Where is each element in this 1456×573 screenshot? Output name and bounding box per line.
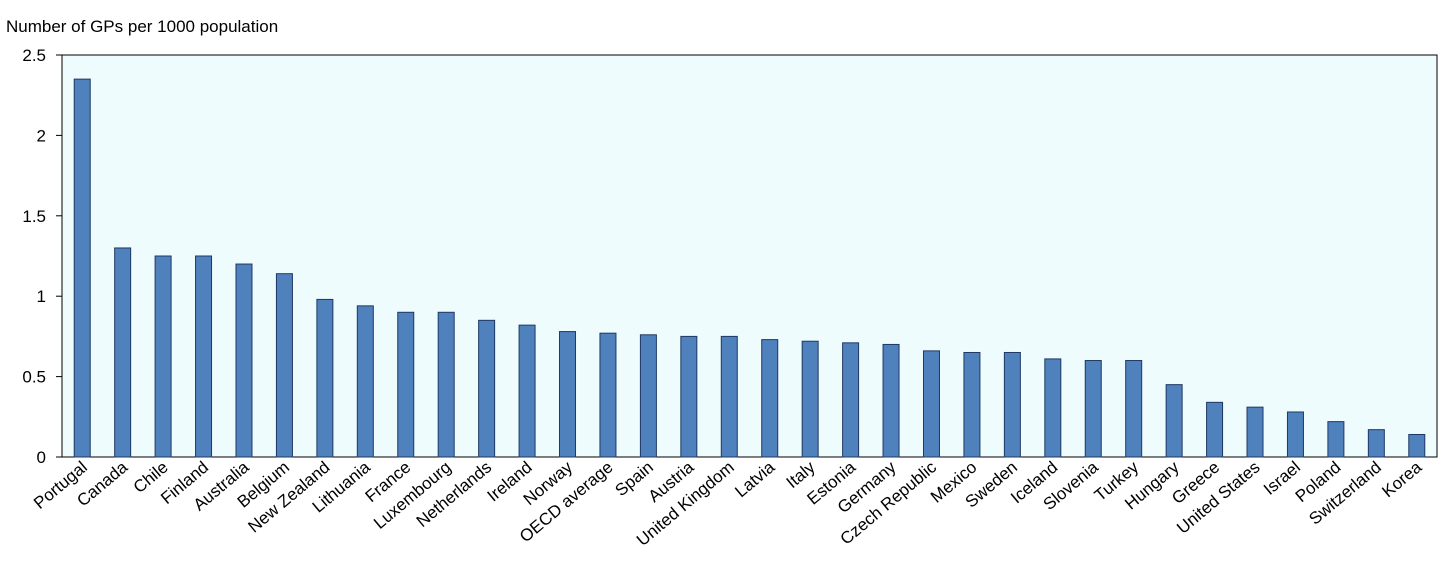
bar <box>1044 358 1062 458</box>
y-axis-label: Number of GPs per 1000 population <box>6 17 278 36</box>
x-tick-label: Korea <box>1378 457 1425 501</box>
y-tick-label: 0 <box>37 448 46 467</box>
bar <box>680 335 698 458</box>
bar <box>1003 351 1021 458</box>
bar <box>922 350 940 458</box>
bar <box>154 255 172 458</box>
bar <box>195 255 213 458</box>
plot-area <box>61 54 1438 458</box>
bar <box>1408 433 1426 458</box>
bar <box>478 319 496 458</box>
bar <box>316 298 334 458</box>
bar <box>1286 411 1304 458</box>
x-tick-label: Latvia <box>731 457 778 501</box>
bar <box>518 324 536 458</box>
bar <box>639 334 657 458</box>
bar <box>1165 384 1183 458</box>
y-tick-label: 2 <box>37 126 46 145</box>
bar <box>356 305 374 458</box>
bar <box>397 311 415 458</box>
bar <box>114 247 132 458</box>
y-tick-label: 2.5 <box>22 46 46 65</box>
y-tick-label: 0.5 <box>22 368 46 387</box>
bar <box>1367 429 1385 458</box>
bar <box>1125 360 1143 458</box>
bar <box>1206 401 1224 458</box>
y-tick-label: 1.5 <box>22 207 46 226</box>
y-tick-label: 1 <box>37 287 46 306</box>
bar <box>599 332 617 458</box>
bar <box>801 340 819 458</box>
bar <box>963 351 981 458</box>
bar <box>1084 360 1102 458</box>
bar <box>275 273 293 458</box>
bar <box>73 78 91 458</box>
bar <box>437 311 455 458</box>
bar <box>235 263 253 458</box>
bar <box>720 335 738 458</box>
bar <box>1246 406 1264 458</box>
bar <box>842 342 860 458</box>
bar <box>761 339 779 458</box>
bar <box>559 331 577 458</box>
bar <box>882 343 900 458</box>
bar <box>1327 421 1345 458</box>
